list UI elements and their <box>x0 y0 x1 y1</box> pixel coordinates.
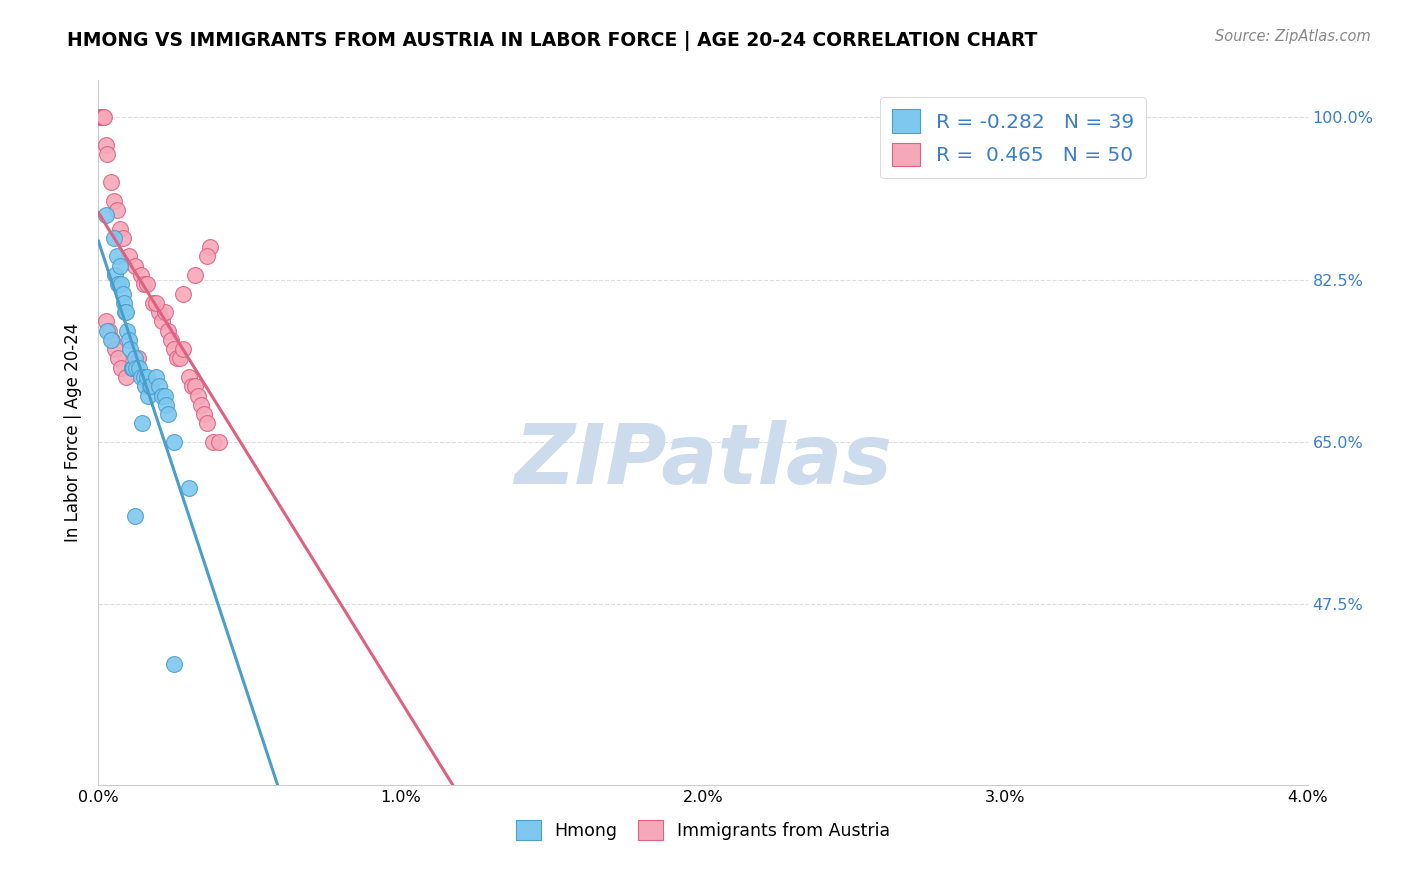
Y-axis label: In Labor Force | Age 20-24: In Labor Force | Age 20-24 <box>65 323 83 542</box>
Point <box>172 286 194 301</box>
Point <box>115 324 138 338</box>
Point <box>166 351 188 366</box>
Point <box>139 379 162 393</box>
Point <box>103 231 125 245</box>
Point <box>91 111 114 125</box>
Point <box>94 314 117 328</box>
Point <box>169 351 191 366</box>
Point <box>148 379 170 393</box>
Point <box>132 277 155 292</box>
Point <box>156 324 179 338</box>
Point <box>94 138 117 153</box>
Text: Source: ZipAtlas.com: Source: ZipAtlas.com <box>1215 29 1371 44</box>
Point <box>181 379 204 393</box>
Point <box>193 407 215 421</box>
Point <box>153 388 176 402</box>
Legend: Hmong, Immigrants from Austria: Hmong, Immigrants from Austria <box>509 813 897 847</box>
Point <box>190 398 212 412</box>
Point <box>93 111 115 125</box>
Point <box>104 342 127 356</box>
Point <box>172 342 194 356</box>
Text: HMONG VS IMMIGRANTS FROM AUSTRIA IN LABOR FORCE | AGE 20-24 CORRELATION CHART: HMONG VS IMMIGRANTS FROM AUSTRIA IN LABO… <box>67 31 1038 51</box>
Point <box>101 333 124 347</box>
Point <box>155 398 177 412</box>
Point <box>163 342 186 356</box>
Text: ZIPatlas: ZIPatlas <box>515 420 891 501</box>
Point <box>122 360 145 375</box>
Point <box>179 481 201 495</box>
Point <box>118 333 141 347</box>
Point <box>195 250 218 264</box>
Point <box>96 324 118 338</box>
Point <box>129 268 152 282</box>
Point <box>163 434 186 449</box>
Point <box>132 370 155 384</box>
Point <box>187 388 209 402</box>
Point <box>179 370 201 384</box>
Point <box>145 295 167 310</box>
Point <box>103 194 125 208</box>
Point <box>208 434 231 449</box>
Point <box>100 175 122 189</box>
Point <box>114 305 136 319</box>
Point <box>150 314 173 328</box>
Point <box>131 417 153 431</box>
Point <box>104 268 127 282</box>
Point <box>118 250 141 264</box>
Point <box>120 342 142 356</box>
Point <box>96 147 118 161</box>
Point <box>142 295 165 310</box>
Point <box>107 351 129 366</box>
Point <box>150 388 173 402</box>
Point <box>136 388 159 402</box>
Point <box>129 370 152 384</box>
Point <box>105 250 128 264</box>
Point <box>127 351 149 366</box>
Point <box>148 305 170 319</box>
Point <box>111 286 134 301</box>
Point <box>108 221 131 235</box>
Point <box>125 360 148 375</box>
Point <box>94 208 117 222</box>
Point <box>195 417 218 431</box>
Point <box>108 259 131 273</box>
Point <box>141 379 163 393</box>
Point <box>184 268 207 282</box>
Point <box>110 277 132 292</box>
Point <box>112 295 135 310</box>
Point <box>124 509 146 524</box>
Point <box>135 370 157 384</box>
Point <box>160 333 183 347</box>
Point <box>202 434 225 449</box>
Point <box>90 111 112 125</box>
Point <box>89 111 111 125</box>
Point <box>163 657 186 672</box>
Point <box>134 379 156 393</box>
Point <box>111 231 134 245</box>
Point <box>156 407 179 421</box>
Point <box>184 379 207 393</box>
Point <box>114 305 136 319</box>
Point <box>135 277 157 292</box>
Point <box>153 305 176 319</box>
Point <box>100 333 122 347</box>
Point <box>124 259 146 273</box>
Point <box>107 277 129 292</box>
Point <box>128 360 150 375</box>
Point <box>114 370 136 384</box>
Point <box>110 360 132 375</box>
Point <box>98 324 121 338</box>
Point <box>121 360 143 375</box>
Point <box>145 370 167 384</box>
Point <box>121 360 143 375</box>
Point <box>90 111 112 125</box>
Point <box>105 203 128 218</box>
Point <box>124 351 146 366</box>
Point <box>200 240 222 254</box>
